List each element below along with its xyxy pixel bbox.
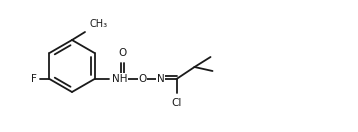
- Text: N: N: [157, 74, 164, 84]
- Text: F: F: [30, 74, 37, 84]
- Text: NH: NH: [111, 74, 127, 84]
- Text: CH₃: CH₃: [90, 19, 108, 29]
- Text: O: O: [139, 74, 147, 84]
- Text: Cl: Cl: [171, 98, 182, 108]
- Text: O: O: [118, 48, 127, 58]
